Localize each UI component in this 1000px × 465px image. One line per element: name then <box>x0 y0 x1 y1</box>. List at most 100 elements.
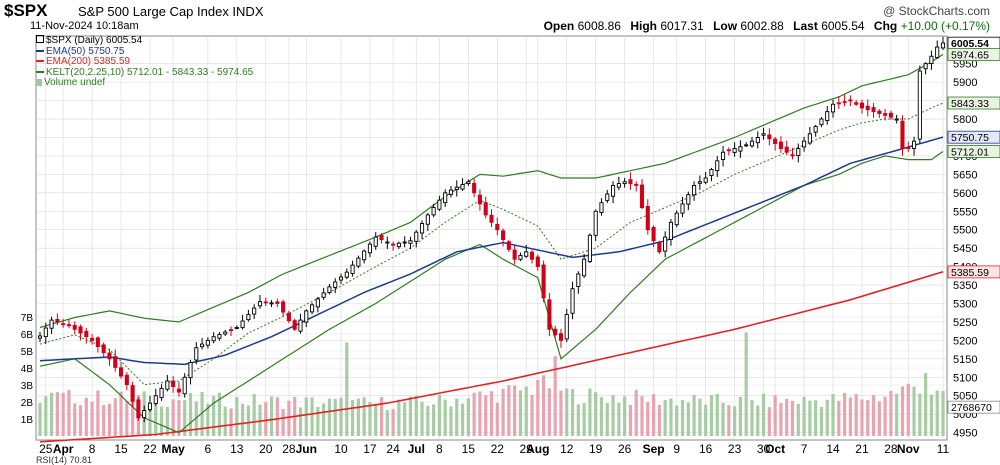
date-tick-label: 25 <box>39 442 53 456</box>
candle-body <box>188 362 193 379</box>
legend-kelt-text: KELT(20,2.25,10) 5712.01 - 5843.33 - 597… <box>46 66 254 78</box>
candle-body <box>935 46 940 59</box>
candle-body <box>564 314 569 340</box>
candle-body <box>460 184 465 190</box>
open-label: Open <box>543 19 575 33</box>
volume-bar <box>356 398 360 436</box>
price-tick-label: 5900 <box>953 77 977 89</box>
candle-body <box>269 302 274 305</box>
date-tick-label: 22 <box>143 442 157 456</box>
volume-bar <box>518 390 523 436</box>
provider-credit[interactable]: @ StockCharts.com <box>883 4 990 18</box>
volume-bar <box>570 388 575 436</box>
candle-body <box>159 387 164 399</box>
volume-bar <box>889 390 893 436</box>
volume-bar <box>721 402 725 436</box>
high-label: High <box>630 19 657 33</box>
date-tick-label: 12 <box>560 442 574 456</box>
open-value: 6008.86 <box>577 19 621 33</box>
price-marker-box <box>947 48 1000 61</box>
volume-bar <box>802 396 806 436</box>
candle-body <box>136 399 141 419</box>
candle-body <box>84 330 89 338</box>
candle-body <box>865 105 870 111</box>
volume-bar <box>808 400 812 436</box>
date-tick-label: 24 <box>386 442 400 456</box>
volume-bar <box>426 405 430 436</box>
candle-body <box>95 337 100 347</box>
volume-bar <box>675 405 679 436</box>
chg-value: +10.00 (+0.17%) <box>900 19 990 33</box>
candle-body <box>333 281 338 288</box>
plot-frame <box>35 35 948 441</box>
volume-bar <box>866 400 870 436</box>
volume-bar <box>298 407 303 436</box>
candle-body <box>425 214 430 225</box>
candle-body <box>657 241 662 253</box>
volume-bar <box>84 397 88 436</box>
price-tick-label: 5050 <box>953 391 977 403</box>
volume-bar <box>819 406 824 436</box>
date-tick-label: 29 <box>520 442 534 456</box>
candle-body <box>802 140 807 148</box>
price-tick-label: 5350 <box>953 280 977 292</box>
candle-body <box>790 154 795 157</box>
candle-body <box>900 120 905 149</box>
ticker-symbol[interactable]: $SPX <box>4 1 48 20</box>
candle-body <box>709 168 714 176</box>
candle-body <box>205 339 210 346</box>
volume-bar <box>686 402 690 436</box>
volume-bar <box>756 405 760 436</box>
candle-body <box>153 395 158 404</box>
candle-body <box>483 202 488 216</box>
volume-bar <box>223 406 227 436</box>
candle-body <box>200 343 205 348</box>
volume-bar <box>171 399 175 436</box>
candle-body <box>344 271 349 278</box>
volume-bar <box>443 399 447 436</box>
volume-bar <box>588 388 592 436</box>
volume-bar <box>617 402 621 436</box>
candle-body <box>720 151 726 160</box>
candle-body <box>315 298 320 308</box>
volume-bar <box>941 390 945 436</box>
volume-bar <box>576 404 580 436</box>
candle-body <box>726 149 731 152</box>
volume-bar <box>895 393 899 436</box>
volume-bar <box>767 407 771 436</box>
candle-body <box>582 258 587 277</box>
volume-bar <box>906 383 910 436</box>
candle-body <box>541 264 546 299</box>
volume-bar <box>362 397 366 436</box>
volume-bar <box>640 396 644 436</box>
candle-body <box>703 177 708 183</box>
candle-body <box>894 118 899 121</box>
date-tick-label: Oct <box>765 442 785 456</box>
candle-body <box>506 241 511 250</box>
candle-body <box>286 312 291 322</box>
volume-bar <box>657 404 661 436</box>
candle-body <box>616 183 621 188</box>
volume-bar <box>44 396 48 436</box>
volume-bar <box>177 400 181 436</box>
candle-body <box>373 236 378 247</box>
volume-bar <box>374 403 378 436</box>
candle-body <box>402 241 407 244</box>
candle-body <box>859 102 865 109</box>
candle-body <box>825 111 830 122</box>
candle-body <box>836 102 841 105</box>
legend-ema50: EMA(50) 5750.75 <box>36 46 253 58</box>
volume-bar <box>67 389 71 436</box>
kelt-lower-band <box>39 151 944 434</box>
price-marker-label: 6005.54 <box>951 38 989 50</box>
volume-tick-label: 3B <box>21 381 34 392</box>
volume-bar <box>680 399 685 436</box>
price-tick-label: 5450 <box>953 243 977 255</box>
candle-body <box>593 210 598 236</box>
candle-body <box>379 235 384 240</box>
candle-body <box>663 236 668 252</box>
candle-body <box>43 327 48 338</box>
volume-bar <box>125 401 129 436</box>
candle-body <box>628 179 633 185</box>
